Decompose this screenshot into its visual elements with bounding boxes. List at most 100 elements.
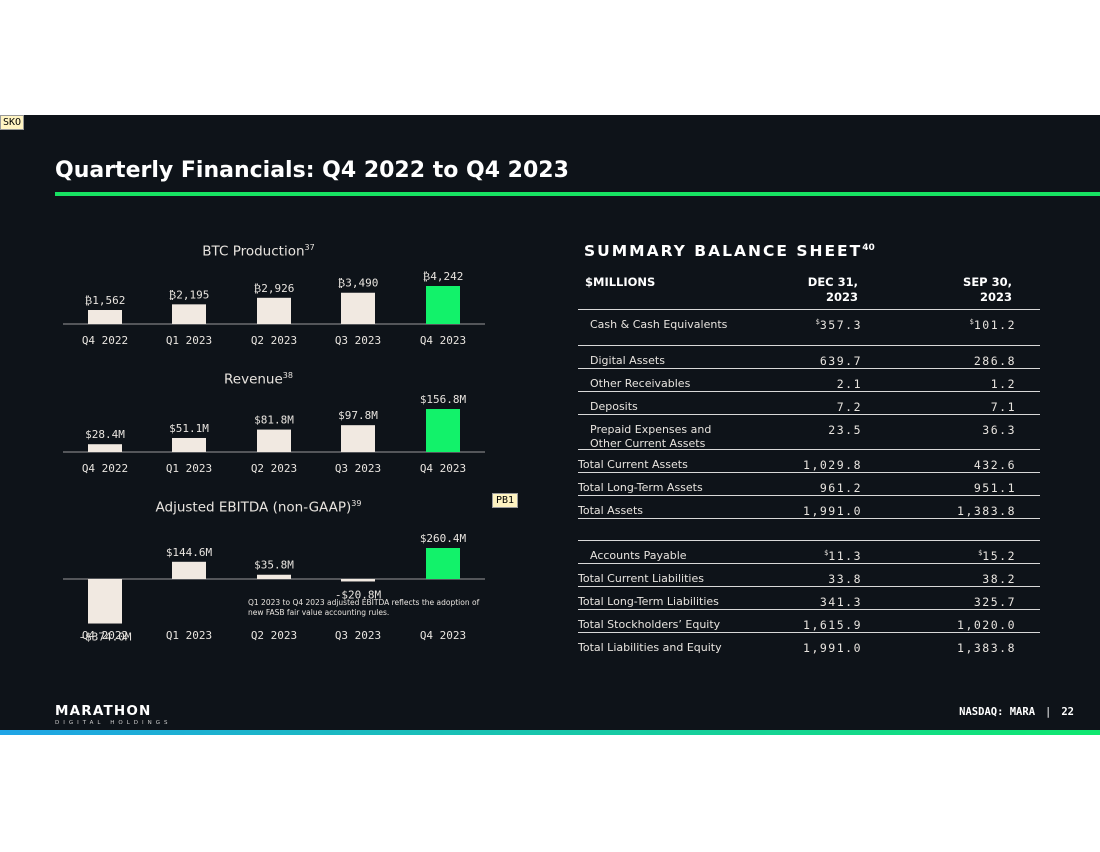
category-label: Q4 2022 [82, 334, 128, 347]
table-rule [578, 414, 1040, 415]
row-label: Total Long-Term Liabilities [578, 595, 719, 608]
value-dec-2023: 1,615.9 [803, 618, 862, 632]
value-dec-2023: 33.8 [828, 572, 862, 586]
pb1-annotation-tag: PB1 [492, 493, 519, 508]
value-sep-2023: 325.7 [973, 595, 1016, 609]
table-rule [578, 495, 1040, 496]
category-label: Q4 2022 [82, 629, 128, 642]
row-label: Digital Assets [590, 354, 665, 367]
value-dec-2023: 7.2 [836, 400, 862, 414]
bar-q4-2023 [426, 286, 460, 324]
value-dec-2023: $357.3 [815, 318, 862, 332]
row-label: Deposits [590, 400, 638, 413]
data-label: $97.8M [338, 409, 378, 422]
value-dec-2023: $11.3 [824, 549, 862, 563]
value-sep-2023: $101.2 [969, 318, 1016, 332]
ticker: NASDAQ: MARA [959, 706, 1036, 718]
row-label: Total Long-Term Assets [578, 481, 703, 494]
row-label: Other Receivables [590, 377, 691, 390]
footer-info: NASDAQ: MARA | 22 [959, 706, 1074, 718]
col-dec-2023-header: DEC 31, 2023 [807, 275, 858, 304]
value-dec-2023: 639.7 [819, 354, 862, 368]
value-sep-2023: 36.3 [982, 423, 1016, 437]
balance-sheet-heading: SUMMARY BALANCE SHEET40 [584, 242, 875, 260]
row-label: Total Assets [578, 504, 643, 517]
table-rule [578, 309, 1040, 310]
value-sep-2023: $15.2 [978, 549, 1016, 563]
bar-q2-2023 [257, 297, 291, 324]
value-dec-2023: 2.1 [836, 377, 862, 391]
category-label: Q1 2023 [166, 334, 212, 347]
category-label: Q3 2023 [335, 334, 381, 347]
data-label: $156.8M [420, 393, 467, 406]
category-label: Q4 2023 [420, 462, 466, 475]
value-dec-2023: 1,029.8 [803, 458, 862, 472]
bar-q3-2023 [341, 579, 375, 582]
table-rule [578, 472, 1040, 473]
table-rule [578, 609, 1040, 610]
btc-production-title: BTC Production37 [202, 243, 315, 260]
bar-q3-2023 [341, 425, 375, 452]
slide: Quarterly Financials: Q4 2022 to Q4 2023… [0, 115, 1100, 734]
bar-q2-2023 [257, 429, 291, 452]
data-label: -$374.0M [79, 631, 132, 644]
row-label: Total Current Assets [578, 458, 688, 471]
value-dec-2023: 1,991.0 [803, 504, 862, 518]
category-label: Q2 2023 [251, 462, 297, 475]
bar-q4-2023 [426, 409, 460, 452]
data-label: -$20.8M [335, 588, 382, 601]
category-label: Q1 2023 [166, 629, 212, 642]
value-sep-2023: 1,020.0 [957, 618, 1016, 632]
table-rule [578, 632, 1040, 633]
category-label: Q2 2023 [251, 334, 297, 347]
bar-q1-2023 [172, 561, 206, 579]
category-label: Q4 2023 [420, 334, 466, 347]
data-label: ₿1,562 [85, 294, 126, 307]
row-label: Prepaid Expenses and Other Current Assets [590, 423, 712, 450]
table-rule [578, 449, 1040, 450]
value-dec-2023: 961.2 [819, 481, 862, 495]
revenue-chart: $28.4M Q4 2022 $51.1M Q1 2023 $81.8M Q2 2023 $… [63, 393, 485, 475]
bar-q1-2023 [172, 304, 206, 324]
value-dec-2023: 1,991.0 [803, 641, 862, 655]
title-underline [55, 192, 1100, 196]
data-label: $28.4M [85, 428, 125, 441]
value-dec-2023: 23.5 [828, 423, 862, 437]
table-rule [578, 345, 1040, 346]
category-label: Q3 2023 [335, 462, 381, 475]
data-label: ₿2,926 [254, 282, 295, 295]
category-label: Q3 2023 [335, 629, 381, 642]
table-rule [578, 586, 1040, 587]
category-label: Q4 2023 [420, 629, 466, 642]
row-label: Total Stockholders’ Equity [578, 618, 721, 631]
col-sep-2023-header: SEP 30, 2023 [963, 275, 1012, 304]
table-rule [578, 563, 1040, 564]
value-sep-2023: 1,383.8 [957, 504, 1016, 518]
bar-q4-2022 [88, 310, 122, 324]
data-label: ₿2,195 [169, 288, 210, 301]
category-label: Q2 2023 [251, 629, 297, 642]
footer-separator: | [1045, 706, 1052, 718]
table-rule [578, 540, 1040, 541]
table-rule [578, 391, 1040, 392]
value-sep-2023: 1,383.8 [957, 641, 1016, 655]
data-label: $35.8M [254, 559, 294, 572]
row-label: Total Liabilities and Equity [578, 641, 722, 654]
data-label: $81.8M [254, 414, 294, 427]
data-label: $51.1M [169, 422, 209, 435]
data-label: $144.6M [166, 546, 213, 559]
bar-q4-2022 [88, 579, 122, 624]
bar-q2-2023 [257, 574, 291, 579]
marathon-logo: MARATHON DIGITAL HOLDINGS [55, 703, 172, 726]
data-label: $260.4M [420, 532, 467, 545]
row-label: Total Current Liabilities [578, 572, 704, 585]
revenue-title: Revenue38 [224, 371, 293, 388]
row-label: Accounts Payable [590, 549, 687, 562]
value-sep-2023: 286.8 [973, 354, 1016, 368]
category-label: Q4 2022 [82, 462, 128, 475]
units-header: $MILLIONS [585, 275, 656, 289]
btc-production-chart: ₿1,562 Q4 2022 ₿2,195 Q1 2023 ₿2,926 Q2 2023 ₿… [63, 270, 485, 347]
data-label: ₿3,490 [338, 277, 379, 290]
row-label: Cash & Cash Equivalents [590, 318, 728, 331]
